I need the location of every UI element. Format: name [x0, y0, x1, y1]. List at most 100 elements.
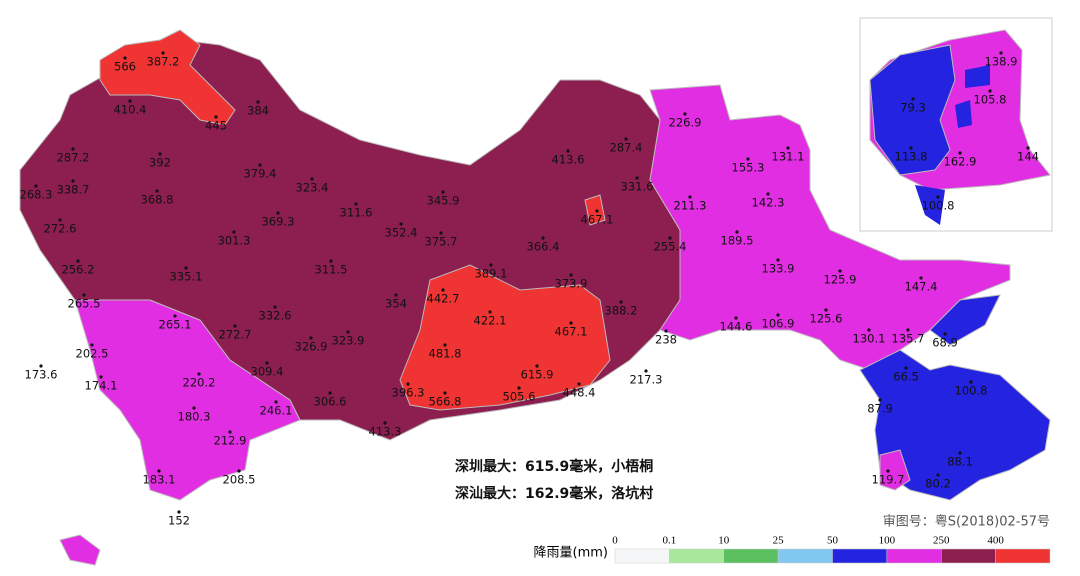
station-value: 174.1 — [85, 379, 118, 393]
station-dot — [824, 308, 828, 312]
station-value: 226.9 — [669, 116, 702, 130]
station-value: 125.6 — [810, 312, 843, 326]
legend-swatch — [777, 548, 833, 564]
map-regions — [19, 29, 1051, 566]
station-value: 311.6 — [340, 206, 373, 220]
station-value: 105.8 — [974, 93, 1007, 107]
station-dot — [192, 406, 196, 410]
station-value: 138.9 — [985, 55, 1018, 69]
station-dot — [34, 184, 38, 188]
station-dot — [867, 328, 871, 332]
station-dot — [566, 149, 570, 153]
approval-number: 审图号：粤S(2018)02-57号 — [883, 514, 1050, 530]
station-value: 392 — [149, 156, 171, 170]
station-dot — [906, 328, 910, 332]
station-value: 311.5 — [315, 263, 348, 277]
station-value: 220.2 — [183, 376, 216, 390]
station-value: 445 — [205, 119, 227, 133]
station-dot — [569, 321, 573, 325]
station-dot — [265, 361, 269, 365]
legend-swatch — [886, 548, 942, 564]
station-value: 442.7 — [427, 292, 460, 306]
station-dot — [746, 157, 750, 161]
station-dot — [406, 382, 410, 386]
station-dot — [911, 97, 915, 101]
station-value: 265.5 — [68, 297, 101, 311]
station-value: 369.3 — [262, 215, 295, 229]
station-value: 448.4 — [563, 386, 596, 400]
station-value: 384 — [247, 104, 269, 118]
station-value: 68.9 — [932, 336, 958, 350]
station-value: 338.7 — [57, 183, 90, 197]
station-value: 125.9 — [824, 273, 857, 287]
station-value: 135.7 — [892, 332, 925, 346]
station-value: 422.1 — [474, 314, 507, 328]
station-dot — [958, 451, 962, 455]
station-value: 396.3 — [392, 386, 425, 400]
station-value: 352.4 — [385, 226, 418, 240]
station-dot — [776, 313, 780, 317]
station-value: 88.1 — [947, 455, 973, 469]
station-dot — [439, 231, 443, 235]
legend-swatch — [941, 548, 996, 564]
station-dot — [441, 288, 445, 292]
station-value: 255.4 — [654, 240, 687, 254]
station-value: 287.4 — [610, 141, 643, 155]
station-dot — [161, 51, 165, 55]
station-dot — [958, 151, 962, 155]
station-value: 144 — [1017, 150, 1039, 164]
station-dot — [786, 146, 790, 150]
station-value: 100.8 — [922, 199, 955, 213]
station-value: 180.3 — [178, 410, 211, 424]
station-dot — [71, 147, 75, 151]
station-value: 130.1 — [853, 332, 886, 346]
station-dot — [228, 430, 232, 434]
station-value: 256.2 — [62, 263, 95, 277]
station-dot — [535, 364, 539, 368]
station-dot — [258, 163, 262, 167]
station-value: 119.7 — [872, 473, 905, 487]
station-value: 323.9 — [332, 334, 365, 348]
legend-break: 100 — [879, 535, 896, 547]
station-value: 217.3 — [630, 373, 663, 387]
station-value: 301.3 — [218, 234, 251, 248]
station-value: 265.1 — [159, 318, 192, 332]
legend-swatch — [669, 548, 724, 564]
legend-break: 400 — [987, 535, 1004, 547]
station-dot — [838, 269, 842, 273]
station-dot — [276, 211, 280, 215]
legend-break: 25 — [773, 535, 785, 547]
station-dot — [644, 369, 648, 373]
station-value: 268.3 — [20, 188, 53, 202]
station-value: 142.3 — [752, 196, 785, 210]
station-value: 467.1 — [555, 325, 588, 339]
station-dot — [58, 218, 62, 222]
station-value: 79.3 — [900, 101, 926, 115]
legend-swatch — [995, 548, 1051, 564]
station-labels: 566 387.2 410.4 445 384 287.2 392 379.4 323.4 338… — [20, 51, 1039, 528]
station-value: 323.4 — [296, 181, 329, 195]
legend-break: 250 — [933, 535, 950, 547]
station-dot — [233, 324, 237, 328]
legend-swatch — [614, 548, 670, 564]
station-dot — [197, 372, 201, 376]
station-dot — [329, 259, 333, 263]
station-value: 413.3 — [369, 425, 402, 439]
station-dot — [158, 152, 162, 156]
station-value: 113.8 — [895, 150, 928, 164]
station-value: 155.3 — [732, 161, 765, 175]
station-dot — [383, 421, 387, 425]
station-dot — [595, 209, 599, 213]
station-value: 387.2 — [147, 55, 180, 69]
station-dot — [443, 343, 447, 347]
station-dot — [635, 176, 639, 180]
station-value: 615.9 — [521, 368, 554, 382]
station-value: 366.4 — [527, 240, 560, 254]
station-value: 202.5 — [76, 347, 109, 361]
station-value: 173.6 — [25, 368, 58, 382]
station-value: 272.7 — [219, 328, 252, 342]
station-dot — [999, 51, 1003, 55]
station-dot — [541, 236, 545, 240]
station-value: 306.6 — [314, 395, 347, 409]
station-dot — [399, 222, 403, 226]
